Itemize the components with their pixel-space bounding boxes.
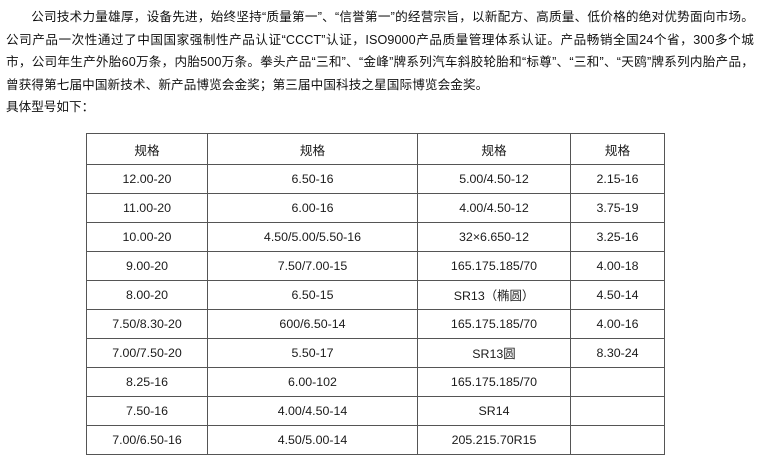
- table-cell: 6.50-15: [207, 280, 418, 310]
- table-cell: 8.00-20: [86, 280, 208, 310]
- column-header-3: 规格: [417, 133, 571, 165]
- table-cell: 6.00-102: [207, 367, 418, 397]
- table-cell: 7.50/8.30-20: [86, 309, 208, 339]
- table-cell: 4.00/4.50-14: [207, 396, 418, 426]
- table-row: 11.00-20 6.00-16 4.00/4.50-12 3.75-19: [86, 193, 665, 223]
- table-cell: 5.50-17: [207, 338, 418, 368]
- table-cell: 7.00/6.50-16: [86, 425, 208, 455]
- table-cell: 165.175.185/70: [417, 367, 571, 397]
- table-row: 10.00-20 4.50/5.00/5.50-16 32×6.650-12 3.25…: [86, 222, 665, 252]
- table-cell: 165.175.185/70: [417, 251, 571, 281]
- table-cell: 9.00-20: [86, 251, 208, 281]
- table-cell: 6.00-16: [207, 193, 418, 223]
- table-cell: 4.00/4.50-12: [417, 193, 571, 223]
- table-row: 7.50-16 4.00/4.50-14 SR14: [86, 396, 665, 426]
- table-cell: 7.50-16: [86, 396, 208, 426]
- table-cell: 8.30-24: [570, 338, 665, 368]
- table-cell: SR13（椭圆）: [417, 280, 571, 310]
- table-cell: 4.50/5.00/5.50-16: [207, 222, 418, 252]
- table-cell: 7.00/7.50-20: [86, 338, 208, 368]
- table-row: 12.00-20 6.50-16 5.00/4.50-12 2.15-16: [86, 164, 665, 194]
- table-cell: [570, 425, 665, 455]
- column-header-4: 规格: [570, 133, 665, 165]
- table-header: 规格 规格 规格 规格: [86, 133, 665, 165]
- table-row: 9.00-20 7.50/7.00-15 165.175.185/70 4.00-18: [86, 251, 665, 281]
- table-row: 7.50/8.30-20 600/6.50-14 165.175.185/70 4.0…: [86, 309, 665, 339]
- table-cell: 10.00-20: [86, 222, 208, 252]
- table-cell: 6.50-16: [207, 164, 418, 194]
- spec-table-wrapper: 规格 规格 规格 规格 12.00-20 6.50-16 5.00/4.50-12 2…: [86, 133, 665, 455]
- table-cell: 4.00-18: [570, 251, 665, 281]
- table-cell: [570, 396, 665, 426]
- table-cell: 32×6.650-12: [417, 222, 571, 252]
- table-row: 8.25-16 6.00-102 165.175.185/70: [86, 367, 665, 397]
- company-description: 公司技术力量雄厚，设备先进，始终坚持“质量第一”、“信誉第一”的经营宗旨，以新配…: [0, 0, 760, 96]
- table-cell: 2.15-16: [570, 164, 665, 194]
- table-body: 12.00-20 6.50-16 5.00/4.50-12 2.15-16 11.00-…: [86, 164, 665, 455]
- table-cell: 4.50-14: [570, 280, 665, 310]
- paragraph-company-technology: 公司技术力量雄厚，设备先进，始终坚持“质量第一”、“信誉第一”的经营宗旨，以新配…: [6, 10, 754, 92]
- table-cell: 165.175.185/70: [417, 309, 571, 339]
- table-cell: 205.215.70R15: [417, 425, 571, 455]
- table-cell: 600/6.50-14: [207, 309, 418, 339]
- table-row: 7.00/6.50-16 4.50/5.00-14 205.215.70R15: [86, 425, 665, 455]
- table-cell: 4.50/5.00-14: [207, 425, 418, 455]
- table-row: 7.00/7.50-20 5.50-17 SR13圆 8.30-24: [86, 338, 665, 368]
- table-cell: 7.50/7.00-15: [207, 251, 418, 281]
- tire-spec-table: 规格 规格 规格 规格 12.00-20 6.50-16 5.00/4.50-12 2…: [86, 133, 665, 455]
- table-cell: 4.00-16: [570, 309, 665, 339]
- table-cell: SR14: [417, 396, 571, 426]
- table-cell: 3.75-19: [570, 193, 665, 223]
- table-row: 8.00-20 6.50-15 SR13（椭圆） 4.50-14: [86, 280, 665, 310]
- table-cell: 12.00-20: [86, 164, 208, 194]
- column-header-1: 规格: [86, 133, 208, 165]
- table-cell: [570, 367, 665, 397]
- table-header-row: 规格 规格 规格 规格: [86, 133, 665, 165]
- spec-intro-line: 具体型号如下：: [6, 100, 95, 114]
- column-header-2: 规格: [207, 133, 418, 165]
- table-cell: 8.25-16: [86, 367, 208, 397]
- table-cell: SR13圆: [417, 338, 571, 368]
- table-cell: 11.00-20: [86, 193, 208, 223]
- table-cell: 5.00/4.50-12: [417, 164, 571, 194]
- table-cell: 3.25-16: [570, 222, 665, 252]
